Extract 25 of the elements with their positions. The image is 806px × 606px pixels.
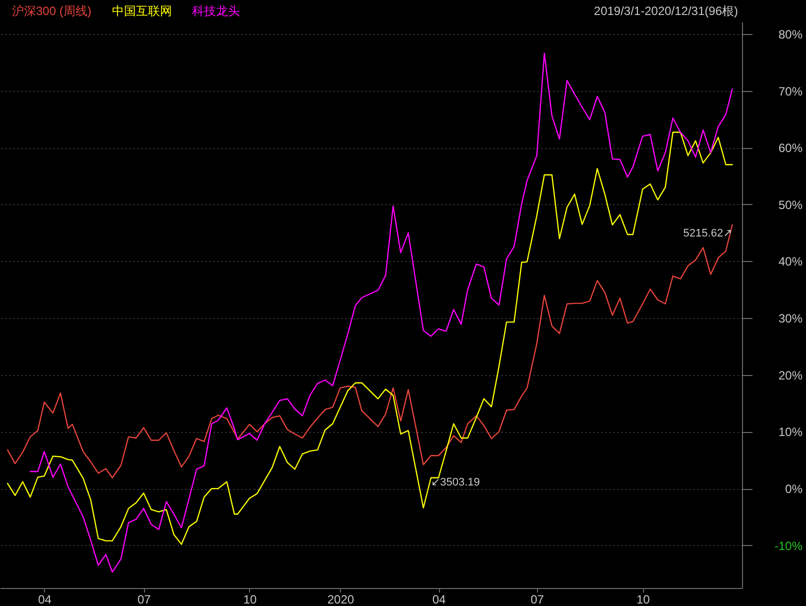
x-tick-label: 04 — [38, 592, 52, 606]
x-tick-label: 07 — [530, 592, 544, 606]
x-tick-label: 10 — [636, 592, 650, 606]
y-tick-label: 10% — [778, 425, 803, 440]
y-tick-label: 60% — [778, 141, 803, 156]
line-series — [6, 132, 733, 545]
y-tick-label: 70% — [778, 84, 803, 98]
y-tick-label: 80% — [778, 27, 803, 42]
y-tick-label: -10% — [774, 538, 803, 553]
line-series — [30, 52, 733, 573]
y-tick-label: 50% — [778, 198, 803, 212]
line-series — [6, 224, 733, 478]
y-tick-label: 0% — [785, 482, 803, 496]
annotation: ↙3503.19 — [430, 476, 480, 488]
y-tick-label: 20% — [778, 368, 803, 382]
x-tick-label: 10 — [243, 592, 257, 606]
x-tick-label: 07 — [137, 592, 152, 606]
x-tick-label: 04 — [432, 592, 446, 606]
y-tick-label: 40% — [778, 254, 803, 269]
text: 中国互联网 — [112, 4, 172, 18]
y-tick-label: 30% — [778, 312, 803, 326]
chart-title: 2019/3/1-2020/12/31(96根) — [594, 4, 738, 18]
text: 沪深300 (周线) — [12, 4, 92, 18]
x-tick-label: 2020 — [327, 592, 354, 606]
text: 科技龙头 — [192, 4, 240, 18]
